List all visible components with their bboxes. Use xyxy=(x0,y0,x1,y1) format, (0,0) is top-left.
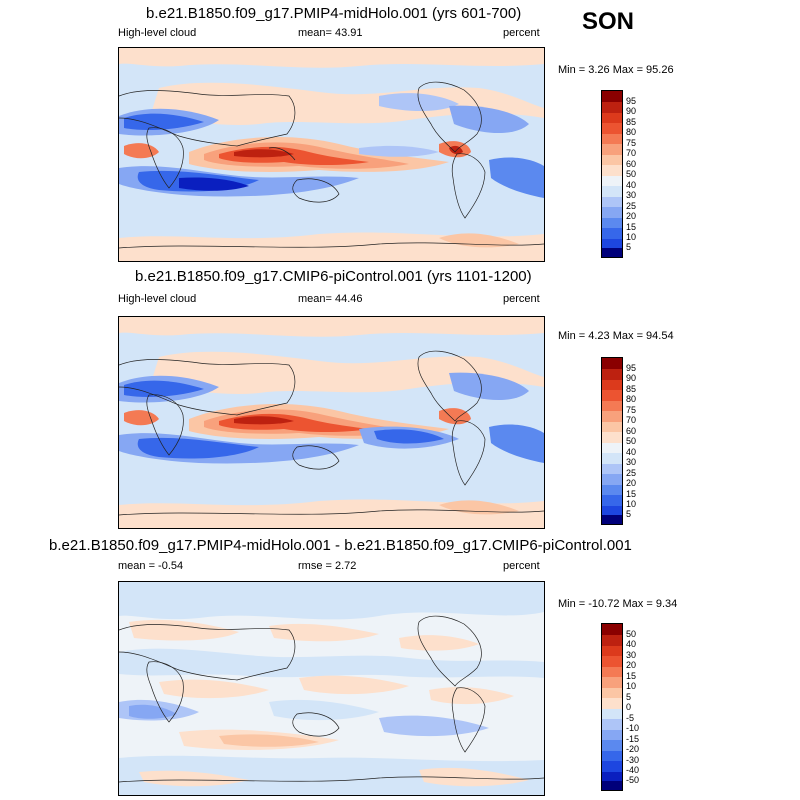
panel-2-minmax-label: Min = 4.23 Max = 94.54 xyxy=(558,330,674,342)
panel-1-colorbar-label: 75 xyxy=(626,138,637,148)
panel-3-colorbar-label: 20 xyxy=(626,660,637,670)
panel-1-colorbar-label: 15 xyxy=(626,222,637,232)
panel-1-variable-label: High-level cloud xyxy=(118,27,197,39)
panel-3-colorbar-label: 40 xyxy=(626,639,637,649)
panel-2-colorbar-label: 75 xyxy=(626,405,637,415)
panel-3-colorbar-label: -50 xyxy=(626,775,640,785)
panel-2-map-svg xyxy=(119,317,544,528)
panel-2-title: b.e21.B1850.f09_g17.CMIP6-piControl.001 … xyxy=(135,268,532,285)
panel-3-minmax-label: Min = -10.72 Max = 9.34 xyxy=(558,598,678,610)
panel-3-map xyxy=(118,581,545,796)
panel-3-colorbar-label: -5 xyxy=(626,713,635,723)
panel-3-colorbar-label: 30 xyxy=(626,650,637,660)
panel-2-colorbar-label: 15 xyxy=(626,489,637,499)
panel-1-colorbar-label: 90 xyxy=(626,106,637,116)
panel-2-colorbar-label: 10 xyxy=(626,499,637,509)
panel-1-title: b.e21.B1850.f09_g17.PMIP4-midHolo.001 (y… xyxy=(146,5,522,22)
panel-2-colorbar-label: 80 xyxy=(626,394,637,404)
panel-3-colorbar-label: -10 xyxy=(626,723,640,733)
panel-3-colorbar-label: 0 xyxy=(626,702,632,712)
panel-2-colorbar-label: 60 xyxy=(626,426,637,436)
panel-1-colorbar-label: 30 xyxy=(626,190,637,200)
panel-1-colorbar-label: 80 xyxy=(626,127,637,137)
panel-1-map-svg xyxy=(119,48,544,261)
panel-3-colorbar-label: -40 xyxy=(626,765,640,775)
season-label: SON xyxy=(582,8,635,35)
panel-3-colorbar xyxy=(601,623,623,791)
panel-1-mean-label: mean= 43.91 xyxy=(298,27,363,39)
panel-2-colorbar xyxy=(601,357,623,525)
panel-3-colorbar-label: 10 xyxy=(626,681,637,691)
panel-2-colorbar-label: 50 xyxy=(626,436,637,446)
panel-2-mean-label: mean= 44.46 xyxy=(298,293,363,305)
panel-2-colorbar-label: 90 xyxy=(626,373,637,383)
panel-2-variable-label: High-level cloud xyxy=(118,293,197,305)
panel-1-colorbar-label: 40 xyxy=(626,180,637,190)
panel-3-units-label: percent xyxy=(503,560,540,572)
panel-3-colorbar-label: -20 xyxy=(626,744,640,754)
panel-2-colorbar-label: 30 xyxy=(626,457,637,467)
panel-2-colorbar-label: 85 xyxy=(626,384,637,394)
panel-2-colorbar-label: 70 xyxy=(626,415,637,425)
panel-3-map-svg xyxy=(119,582,544,795)
panel-1-colorbar xyxy=(601,90,623,258)
panel-1-colorbar-label: 25 xyxy=(626,201,637,211)
panel-1-colorbar-label: 95 xyxy=(626,96,637,106)
panel-3-colorbar-label: 15 xyxy=(626,671,637,681)
panel-1-map xyxy=(118,47,545,262)
panel-1-colorbar-label: 5 xyxy=(626,242,632,252)
panel-3-colorbar-label: -30 xyxy=(626,755,640,765)
panel-1-colorbar-label: 85 xyxy=(626,117,637,127)
panel-3-colorbar-label: 5 xyxy=(626,692,632,702)
panel-1-colorbar-label: 60 xyxy=(626,159,637,169)
panel-1-colorbar-label: 20 xyxy=(626,211,637,221)
panel-3-colorbar-label: 50 xyxy=(626,629,637,639)
panel-2-colorbar-label: 25 xyxy=(626,468,637,478)
panel-1-minmax-label: Min = 3.26 Max = 95.26 xyxy=(558,64,674,76)
panel-2-colorbar-label: 20 xyxy=(626,478,637,488)
panel-3-title: b.e21.B1850.f09_g17.PMIP4-midHolo.001 - … xyxy=(49,537,632,554)
panel-3-rmse-label: rmse = 2.72 xyxy=(298,560,357,572)
panel-1-units-label: percent xyxy=(503,27,540,39)
panel-2-map xyxy=(118,316,545,529)
panel-1-colorbar-label: 70 xyxy=(626,148,637,158)
panel-2-units-label: percent xyxy=(503,293,540,305)
panel-2-colorbar-label: 5 xyxy=(626,509,632,519)
panel-1-colorbar-label: 10 xyxy=(626,232,637,242)
panel-2-colorbar-label: 40 xyxy=(626,447,637,457)
panel-3-colorbar-label: -15 xyxy=(626,734,640,744)
panel-2-colorbar-label: 95 xyxy=(626,363,637,373)
panel-3-mean-label: mean = -0.54 xyxy=(118,560,184,572)
panel-1-colorbar-label: 50 xyxy=(626,169,637,179)
